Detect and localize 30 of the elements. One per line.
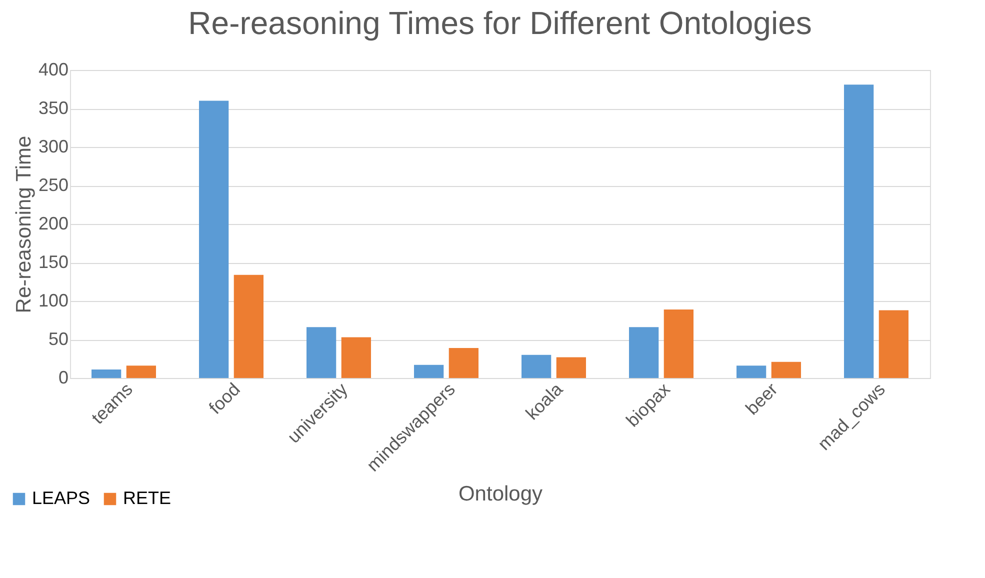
bar (306, 327, 336, 378)
y-tick-label: 50 (48, 329, 68, 349)
y-tick-label: 300 (38, 136, 68, 156)
bar (341, 337, 371, 378)
bar (629, 327, 659, 378)
chart-title: Re-reasoning Times for Different Ontologies (188, 5, 812, 41)
bar (126, 366, 156, 378)
y-tick-label: 0 (58, 368, 68, 388)
x-axis-title: Ontology (458, 482, 544, 506)
bar (736, 366, 766, 378)
bar (414, 364, 444, 378)
y-tick-label: 200 (38, 214, 68, 234)
y-tick-label: 400 (38, 60, 68, 80)
bar (878, 310, 908, 378)
y-tick-label: 100 (38, 290, 68, 310)
bar (844, 84, 874, 378)
y-tick-label: 150 (38, 252, 68, 272)
bar (199, 100, 229, 378)
y-tick-label: 250 (38, 175, 68, 195)
bar (664, 309, 694, 378)
bar (92, 370, 122, 378)
legend-label: RETE (123, 488, 172, 508)
legend-label: LEAPS (32, 488, 90, 508)
y-axis-title: Re-reasoning Time (12, 136, 36, 314)
bar (556, 357, 586, 378)
bar (522, 354, 552, 378)
bar (771, 362, 801, 378)
bar (448, 348, 478, 378)
bar (234, 274, 264, 378)
y-tick-label: 350 (38, 98, 68, 118)
